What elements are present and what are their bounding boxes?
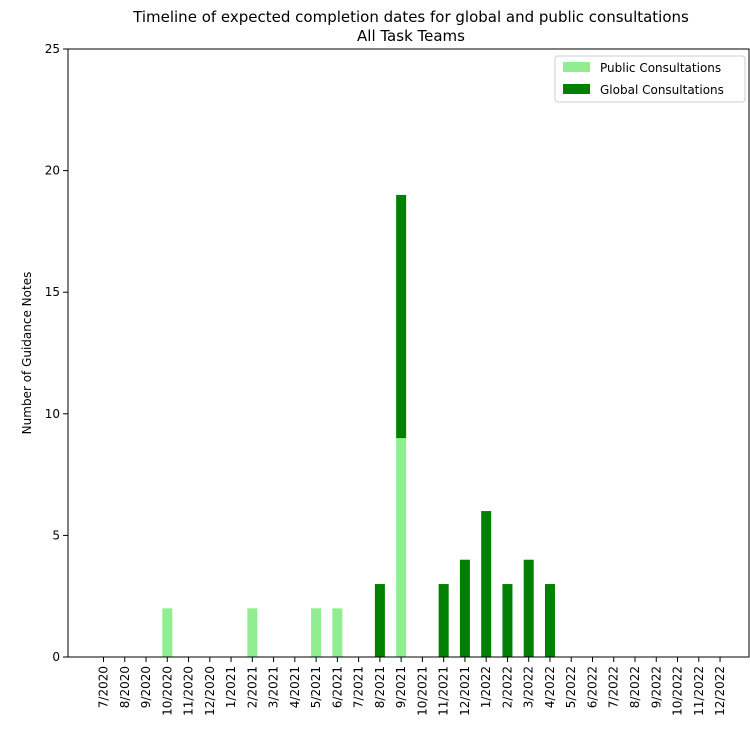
bar-public-5-2021	[311, 608, 322, 657]
bar-global-11-2021	[438, 584, 449, 657]
y-axis-label: Number of Guidance Notes	[20, 272, 34, 435]
bar-global-8-2021	[374, 584, 385, 657]
plot-frame	[67, 48, 750, 658]
bar-public-2-2021	[247, 608, 258, 657]
y-tick-label: 15	[45, 285, 60, 299]
x-tick-label: 7/2021	[352, 666, 366, 708]
legend-swatch-public	[563, 62, 590, 72]
x-tick-label: 8/2021	[373, 666, 387, 708]
bar-public-10-2020	[162, 608, 173, 657]
x-tick-label: 1/2021	[224, 666, 238, 708]
x-tick-label: 4/2022	[543, 666, 557, 708]
x-tick-label: 12/2020	[203, 666, 217, 716]
y-tick-label: 5	[52, 528, 60, 542]
y-tick-label: 25	[45, 42, 60, 56]
bar-global-4-2022	[544, 584, 555, 657]
x-tick-label: 5/2021	[309, 666, 323, 708]
x-tick-label: 3/2022	[522, 666, 536, 708]
y-tick-label: 0	[52, 650, 60, 664]
x-tick-label: 6/2021	[330, 666, 344, 708]
legend-label-global: Global Consultations	[600, 83, 724, 97]
x-tick-label: 12/2022	[713, 666, 727, 716]
bar-global-1-2022	[481, 511, 492, 657]
x-tick-label: 8/2022	[628, 666, 642, 708]
legend-swatch-global	[563, 84, 590, 94]
bar-global-9-2021	[396, 194, 407, 439]
y-tick-label: 20	[45, 164, 60, 178]
x-tick-label: 5/2022	[564, 666, 578, 708]
x-tick-label: 3/2021	[267, 666, 281, 708]
x-tick-label: 11/2022	[692, 666, 706, 716]
x-tick-label: 11/2020	[182, 666, 196, 716]
x-tick-label: 2/2022	[500, 666, 514, 708]
x-tick-label: 2/2021	[245, 666, 259, 708]
y-ticks: 0 5 10 15 20 25	[45, 42, 68, 664]
legend-box	[554, 55, 746, 103]
x-tick-label: 10/2022	[671, 666, 685, 716]
bar-public-9-2021	[396, 438, 407, 657]
bar-global-2-2022	[502, 584, 513, 657]
x-tick-label: 8/2020	[118, 666, 132, 708]
x-ticks: 7/2020 8/2020 9/2020 10/2020 11/2020 12/2020 1…	[97, 657, 727, 716]
x-tick-label: 11/2021	[437, 666, 451, 716]
x-tick-label: 12/2021	[458, 666, 472, 716]
x-tick-label: 9/2020	[139, 666, 153, 708]
bar-global-12-2021	[459, 559, 470, 657]
bar-global-3-2022	[523, 559, 534, 657]
x-tick-label: 10/2020	[160, 666, 174, 716]
x-tick-label: 7/2020	[97, 666, 111, 708]
bar-public-6-2021	[332, 608, 343, 657]
y-tick-label: 10	[45, 407, 60, 421]
chart-title: Timeline of expected completion dates fo…	[132, 8, 689, 26]
x-tick-label: 9/2022	[649, 666, 663, 708]
x-tick-label: 9/2021	[394, 666, 408, 708]
x-tick-label: 6/2022	[585, 666, 599, 708]
bars-group	[162, 194, 555, 657]
x-tick-label: 4/2021	[288, 666, 302, 708]
x-tick-label: 10/2021	[415, 666, 429, 716]
legend: Public Consultations Global Consultation…	[554, 55, 746, 103]
chart-subtitle: All Task Teams	[357, 27, 465, 45]
x-tick-label: 7/2022	[607, 666, 621, 708]
legend-label-public: Public Consultations	[600, 61, 721, 75]
x-tick-label: 1/2022	[479, 666, 493, 708]
